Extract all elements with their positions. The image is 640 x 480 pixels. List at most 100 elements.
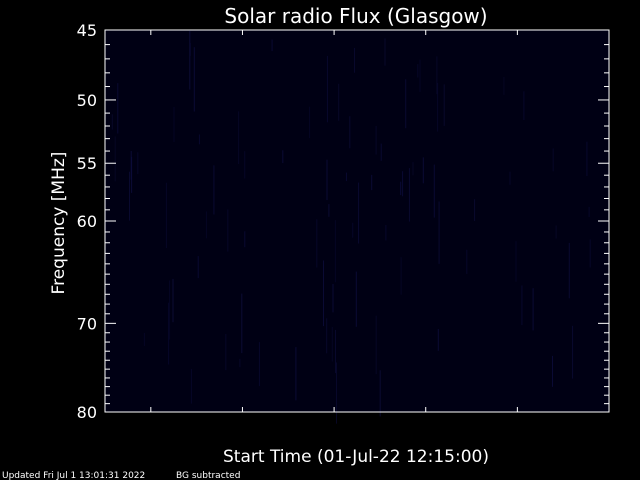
noise-streak	[190, 368, 192, 404]
noise-streak	[355, 271, 357, 327]
noise-streak	[523, 91, 525, 120]
noise-streak	[326, 55, 328, 123]
noise-streak	[419, 59, 421, 92]
noise-streak	[402, 171, 404, 197]
noise-streak	[437, 83, 439, 132]
noise-streak	[326, 318, 328, 354]
y-tick-label: 60	[77, 212, 97, 231]
noise-streak	[193, 47, 195, 112]
noise-streak	[436, 56, 438, 95]
noise-streak	[241, 293, 243, 354]
noise-streak	[326, 159, 328, 201]
noise-streak	[258, 342, 260, 387]
noise-streak	[331, 327, 333, 362]
noise-streak	[466, 249, 468, 274]
noise-streak	[552, 148, 554, 172]
noise-streak	[111, 114, 113, 130]
noise-streak	[114, 136, 116, 182]
noise-streak	[169, 280, 171, 340]
noise-streak	[244, 231, 246, 248]
y-tick-label: 45	[77, 21, 97, 40]
noise-streak	[117, 83, 119, 134]
noise-streak	[400, 181, 402, 196]
noise-streak	[438, 201, 440, 264]
noise-streak	[336, 362, 337, 424]
noise-streak	[213, 165, 215, 215]
noise-streak	[105, 197, 107, 233]
noise-streak	[437, 329, 439, 351]
noise-streak	[354, 47, 355, 73]
bg-subtracted-note: BG subtracted	[176, 471, 240, 480]
noise-streak	[586, 141, 588, 176]
noise-streak	[433, 164, 435, 218]
noise-streak	[143, 332, 145, 346]
updated-timestamp: Updated Fri Jul 1 13:01:31 2022	[2, 471, 145, 480]
noise-streak	[130, 151, 132, 180]
y-tick-label: 80	[77, 403, 97, 422]
y-axis-title: Frequency [MHz]	[49, 152, 69, 295]
noise-streak	[503, 77, 505, 95]
noise-streak	[328, 204, 330, 217]
noise-streak	[172, 278, 174, 323]
y-tick-label: 50	[77, 91, 97, 110]
noise-streak	[205, 211, 207, 239]
noise-streak	[371, 174, 373, 191]
noise-streak	[552, 355, 553, 387]
noise-streak	[129, 171, 130, 221]
noise-streak	[295, 347, 297, 401]
plot-area	[104, 29, 610, 424]
noise-streak	[332, 284, 334, 313]
noise-streak	[568, 242, 570, 299]
noise-streak	[345, 172, 347, 182]
noise-streak	[555, 225, 557, 239]
noise-streak	[309, 106, 311, 139]
noise-streak	[225, 334, 227, 371]
noise-streak	[515, 241, 517, 282]
noise-streak	[521, 285, 523, 326]
noise-streak	[509, 171, 511, 185]
noise-streak	[385, 225, 387, 241]
noise-streak	[349, 116, 351, 149]
noise-streak	[189, 31, 191, 90]
noise-streak	[532, 288, 534, 331]
y-tick-label: 70	[77, 314, 97, 333]
x-axis-title: Start Time (01-Jul-22 12:15:00)	[223, 447, 489, 467]
noise-streak	[408, 168, 410, 222]
noise-streak	[238, 111, 240, 164]
noise-streak	[379, 370, 381, 417]
noise-streak	[422, 157, 424, 184]
noise-streak	[244, 151, 246, 179]
noise-streak	[352, 222, 354, 238]
y-axis: 45 50 55 60 70 80	[77, 21, 609, 422]
noise-streak	[375, 315, 377, 375]
noise-streak	[384, 38, 386, 66]
noise-streak	[323, 260, 324, 327]
noise-streak	[443, 84, 445, 126]
noise-streak	[412, 162, 414, 176]
noise-layer	[105, 31, 591, 424]
noise-streak	[589, 239, 591, 268]
noise-streak	[316, 219, 318, 268]
noise-streak	[190, 42, 191, 56]
y-tick-label: 55	[77, 154, 97, 173]
noise-streak	[334, 220, 336, 283]
noise-streak	[375, 125, 377, 155]
plot-background	[105, 30, 609, 412]
noise-streak	[358, 182, 360, 244]
noise-streak	[282, 150, 284, 164]
noise-streak	[271, 39, 273, 52]
noise-streak	[165, 182, 167, 248]
noise-streak	[197, 256, 199, 279]
noise-streak	[198, 134, 200, 145]
noise-streak	[380, 143, 382, 161]
noise-streak	[405, 79, 407, 129]
noise-streak	[572, 325, 574, 379]
noise-streak	[137, 152, 139, 175]
noise-streak	[400, 257, 402, 295]
noise-streak	[239, 358, 241, 368]
noise-streak	[588, 206, 590, 217]
noise-streak	[173, 107, 175, 142]
noise-streak	[168, 302, 170, 365]
noise-streak	[417, 64, 419, 78]
